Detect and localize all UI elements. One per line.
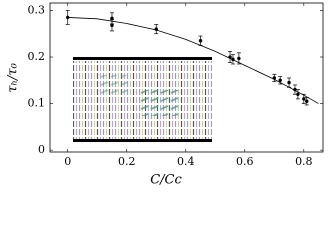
data-point [198,39,203,43]
chart: C/Cc τₕ/τ₀ 0 0.2 0.4 0.6 0.8 0 0.1 0.2 0.3 [6,2,324,188]
x-tick-label: 0 [64,155,71,168]
data-point [272,76,277,80]
y-tick-label: 0 [38,143,45,156]
data-point [278,78,282,82]
data-point [231,57,235,62]
x-axis-label: C/Cc [150,173,182,188]
data-point [66,15,70,20]
data-point [110,16,114,21]
data-point [237,56,241,61]
data-point [110,23,114,28]
inset-image [73,57,212,142]
data-point [296,92,300,96]
x-tick-label: 0.8 [295,155,313,168]
x-tick-label: 0.6 [236,155,254,168]
y-tick-label: 0.1 [28,97,46,110]
x-tick-label: 0.4 [177,155,195,168]
x-tick-label: 0.2 [118,155,136,168]
data-point [305,99,309,103]
y-tick-label: 0.2 [28,50,46,63]
data-point [228,55,232,59]
y-tick-label: 0.3 [28,3,46,16]
data-point [287,80,291,85]
data-point [302,97,306,101]
y-axis-label: τₕ/τ₀ [6,62,21,92]
plot-frame [49,2,324,153]
data-point [293,87,297,92]
data-point [154,27,158,31]
